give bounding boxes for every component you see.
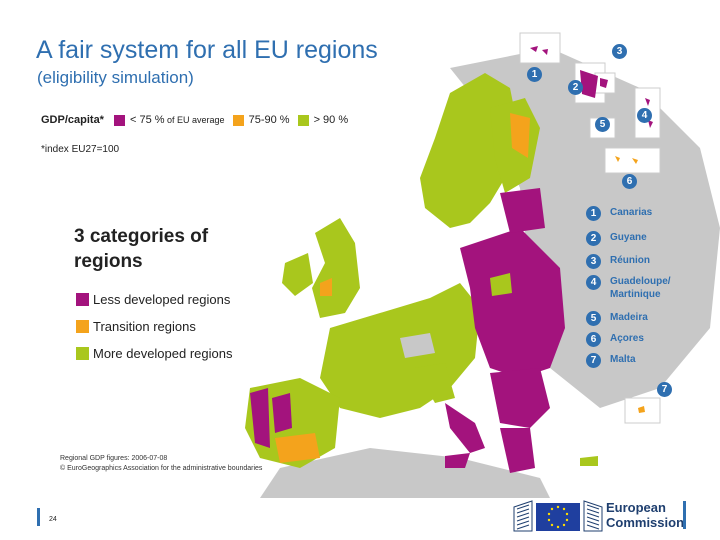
region-warsaw [490, 273, 512, 296]
inset-canarias-islands [530, 46, 548, 55]
inset-reunion [600, 78, 608, 88]
region-finland-east [510, 113, 530, 158]
inset-guyane [580, 70, 598, 98]
swatch-less-75 [113, 114, 125, 126]
logo-divider-bar [683, 501, 686, 529]
number-badge: 5 [586, 311, 601, 326]
region-uk [312, 218, 360, 318]
list-item: 5 Madeira [586, 311, 710, 326]
map-badge-5: 5 [595, 117, 610, 132]
region-name: Réunion [610, 255, 650, 266]
list-item: 1 Canarias [586, 206, 710, 221]
category-label: More developed regions [93, 346, 233, 361]
number-badge: 2 [586, 231, 601, 246]
berlaymont-building-icon [513, 500, 603, 532]
number-badge: 4 [586, 275, 601, 290]
number-badge: 6 [586, 332, 601, 347]
page-number-bar [37, 508, 40, 526]
region-name: Açores [610, 333, 644, 344]
source-line: Regional GDP figures: 2006-07-08 [60, 455, 168, 462]
region-name: Guadeloupe/ Martinique [610, 276, 671, 300]
category-label: Less developed regions [93, 292, 231, 307]
swatch-less-developed [76, 293, 89, 306]
list-item: 4 Guadeloupe/ Martinique [586, 275, 710, 301]
swatch-75-90 [232, 114, 244, 126]
source-line: © EuroGeographics Association for the ad… [60, 465, 263, 472]
gdp-legend-item: > 90 % [313, 114, 349, 126]
list-item: 6 Açores [586, 332, 710, 347]
region-greece [500, 428, 535, 473]
region-name: Malta [610, 354, 636, 365]
category-item-more-developed: More developed regions [76, 346, 232, 361]
eu-flag-stars [547, 505, 569, 529]
wordmark-line: European [606, 500, 666, 515]
region-italy-south [445, 403, 485, 453]
region-ireland [282, 253, 313, 296]
map-badge-1: 1 [527, 67, 542, 82]
list-item: 3 Réunion [586, 254, 710, 269]
swatch-more-developed [76, 347, 89, 360]
category-label: Transition regions [93, 319, 196, 334]
region-alps [400, 333, 435, 358]
region-name: Madeira [610, 312, 648, 323]
index-note: *index EU27=100 [41, 144, 120, 155]
european-commission-wordmark: European Commission [606, 500, 684, 530]
swatch-more-90 [297, 114, 309, 126]
category-item-transition: Transition regions [76, 319, 196, 334]
list-item: 2 Guyane [586, 231, 710, 246]
eu-regions-map [245, 32, 720, 498]
swatch-transition [76, 320, 89, 333]
gdp-legend-item: < 75 % of EU average [129, 114, 225, 126]
map-badge-2: 2 [568, 80, 583, 95]
category-item-less-developed: Less developed regions [76, 292, 230, 307]
page-number: 24 [49, 516, 57, 523]
region-cyprus [580, 456, 598, 466]
source-note: Regional GDP figures: 2006-07-08 © EuroG… [60, 454, 262, 474]
map-badge-4: 4 [637, 108, 652, 123]
number-badge: 7 [586, 353, 601, 368]
region-portugal [250, 388, 270, 448]
gdp-legend: GDP/capita* < 75 % of EU average 75-90 %… [41, 114, 356, 126]
region-spain-south [275, 433, 320, 463]
map-badge-7: 7 [657, 382, 672, 397]
gdp-legend-item: 75-90 % [248, 114, 290, 126]
page-subtitle: (eligibility simulation) [37, 68, 194, 87]
region-name: Canarias [610, 207, 653, 218]
list-item: 7 Malta [586, 353, 710, 368]
categories-panel: 3 categories of regions Less developed r… [60, 210, 272, 382]
categories-title: 3 categories of regions [74, 226, 209, 272]
region-uk-wales [320, 278, 332, 296]
number-badge: 1 [586, 206, 601, 221]
background-land [260, 448, 550, 498]
number-badge: 3 [586, 254, 601, 269]
region-italy-north [415, 363, 455, 403]
region-name: Guyane [610, 232, 647, 243]
map-badge-6: 6 [622, 174, 637, 189]
region-spain-west [272, 393, 292, 433]
region-east-europe [460, 228, 565, 378]
region-baltics [500, 188, 545, 233]
inset-acores [615, 156, 638, 164]
region-balkans [490, 368, 550, 428]
region-sicily [445, 453, 470, 468]
inset-malta [638, 406, 645, 413]
map-badge-3: 3 [612, 44, 627, 59]
european-commission-logo [513, 500, 603, 532]
page-title: A fair system for all EU regions [36, 36, 378, 64]
inset-guadeloupe [645, 98, 653, 128]
wordmark-line: Commission [606, 515, 685, 530]
gdp-legend-label: GDP/capita* [41, 114, 104, 126]
